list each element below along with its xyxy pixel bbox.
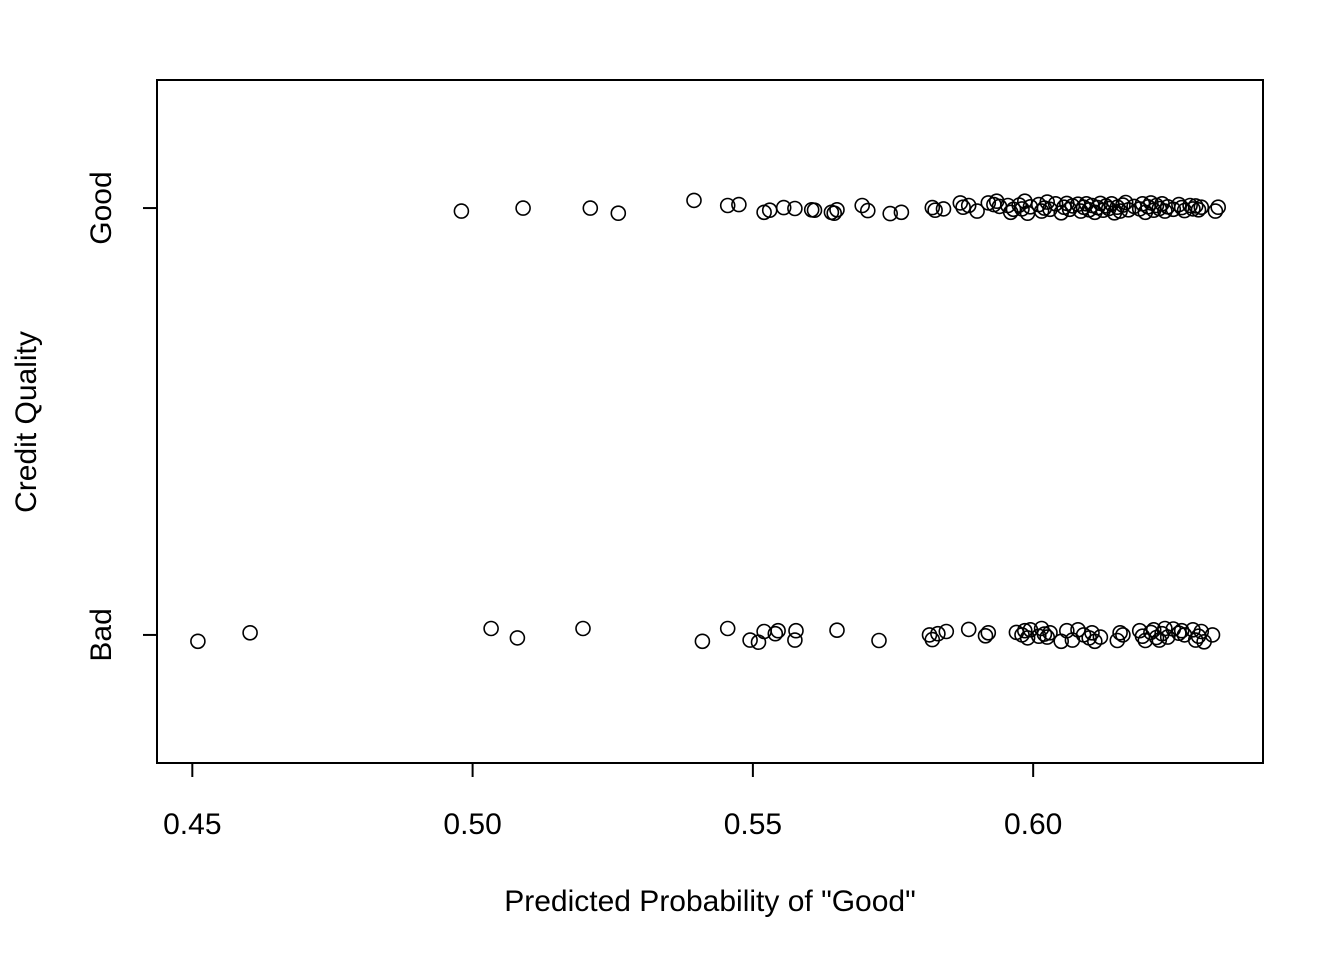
data-point (1143, 624, 1159, 641)
data-point (924, 199, 941, 216)
data-point (924, 631, 941, 648)
data-point (582, 200, 599, 216)
data-point (742, 632, 758, 648)
data-point (731, 196, 747, 213)
y-axis: Bad Good (85, 171, 158, 662)
data-point (1115, 197, 1131, 213)
data-point (1014, 201, 1030, 217)
data-point (1193, 199, 1210, 215)
data-point (770, 622, 786, 639)
data-point (483, 620, 499, 637)
data-point (1185, 201, 1201, 217)
data-point (859, 202, 876, 219)
data-point (1036, 626, 1053, 642)
data-point (750, 634, 767, 651)
data-point (775, 199, 792, 216)
data-point (1157, 203, 1173, 219)
data-point (960, 621, 977, 638)
x-axis-title: Predicted Probability of "Good" (504, 885, 916, 918)
data-point (1210, 199, 1226, 215)
data-point (826, 205, 843, 221)
data-point (1173, 622, 1190, 639)
data-point (1042, 624, 1058, 641)
data-point (1165, 201, 1182, 218)
y-tick-label: Good (85, 171, 118, 244)
data-point (930, 625, 946, 642)
data-point (767, 625, 784, 642)
x-tick-label: 0.55 (724, 808, 782, 841)
y-axis-title: Credit Quality (10, 331, 43, 513)
data-point (854, 197, 871, 214)
data-point (935, 201, 952, 217)
data-point (829, 202, 845, 218)
data-point (927, 202, 943, 218)
data-point (1187, 632, 1204, 648)
data-point (1159, 629, 1176, 645)
data-point (1047, 196, 1064, 212)
data-point (1117, 194, 1134, 211)
data-point (788, 622, 804, 639)
data-point (806, 202, 823, 218)
data-point (1115, 627, 1131, 643)
data-point (453, 203, 470, 219)
data-point (1193, 623, 1210, 640)
series-bad (190, 620, 1221, 651)
series-good (453, 192, 1226, 222)
data-point (1190, 202, 1207, 218)
data-point (515, 200, 531, 216)
data-point (882, 205, 899, 222)
data-point (242, 624, 258, 641)
data-point (871, 632, 887, 649)
data-point (1019, 630, 1036, 646)
data-point (977, 627, 994, 644)
x-tick-label: 0.60 (1004, 808, 1062, 841)
data-point (969, 203, 985, 219)
data-point (190, 633, 206, 650)
data-point (575, 620, 591, 637)
data-point (509, 630, 526, 646)
data-point (1157, 620, 1173, 637)
data-point (1084, 624, 1100, 641)
data-point (938, 623, 955, 640)
data-point (960, 197, 977, 214)
data-point (1033, 203, 1050, 219)
data-point (1092, 629, 1109, 645)
points-layer (190, 192, 1226, 651)
data-point (787, 200, 803, 217)
data-point (1204, 627, 1221, 643)
data-point (787, 632, 803, 648)
data-point (893, 204, 910, 221)
data-point (829, 622, 845, 639)
data-point (610, 205, 627, 221)
data-point (1171, 196, 1187, 213)
data-point (686, 192, 702, 209)
data-point (1039, 629, 1055, 645)
data-point (1187, 198, 1204, 214)
data-point (1039, 194, 1055, 210)
plot-frame (156, 79, 1264, 764)
data-point (719, 620, 736, 637)
data-point (952, 195, 969, 211)
data-point (1059, 622, 1075, 639)
data-point (1017, 622, 1033, 639)
data-point (1182, 197, 1198, 214)
data-point (719, 197, 736, 214)
data-point (1207, 203, 1224, 219)
y-tick-label: Bad (85, 608, 118, 661)
x-tick-label: 0.45 (163, 808, 221, 841)
data-point (694, 633, 711, 650)
x-axis: 0.45 0.50 0.55 0.60 (163, 762, 1062, 841)
data-point (1109, 632, 1126, 649)
x-tick-label: 0.50 (443, 808, 501, 841)
data-point (1112, 624, 1128, 641)
data-point (980, 624, 997, 641)
